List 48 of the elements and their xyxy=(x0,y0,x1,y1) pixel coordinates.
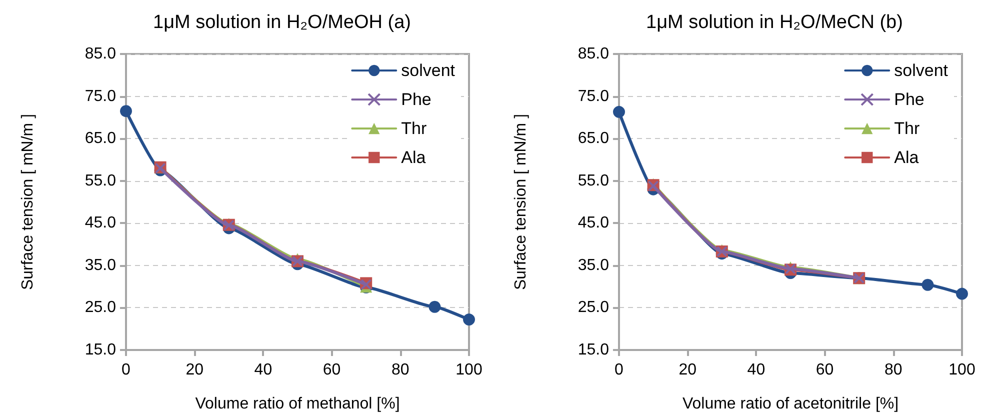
y-tick-label: 65.0 xyxy=(578,130,610,148)
x-tick-label: 60 xyxy=(816,362,834,378)
legend-label: Ala xyxy=(401,148,426,167)
y-tick-label: 45.0 xyxy=(84,214,116,232)
legend-label: Phe xyxy=(401,90,432,109)
y-tick-label: 65.0 xyxy=(84,130,116,148)
y-tick-label: 35.0 xyxy=(578,256,610,274)
point xyxy=(613,106,625,118)
point xyxy=(428,300,441,313)
y-tick-label: 25.0 xyxy=(578,299,610,316)
y-tick-label: 85.0 xyxy=(578,46,610,62)
legend-label: solvent xyxy=(401,61,456,80)
chart-title: 1μM solution in H₂O/MeOH (a) xyxy=(153,12,412,33)
x-axis-title: Volume ratio of acetonitrile [%] xyxy=(682,396,899,412)
x-tick-label: 100 xyxy=(456,362,482,378)
y-tick-label: 75.0 xyxy=(84,88,116,105)
y-tick-label: 25.0 xyxy=(84,299,116,316)
legend-label: Ala xyxy=(894,148,920,167)
x-tick-label: 0 xyxy=(614,362,624,378)
x-tick-label: 80 xyxy=(884,362,902,378)
x-tick-label: 40 xyxy=(254,362,272,378)
chart-title: 1μM solution in H₂O/MeCN (b) xyxy=(646,12,903,33)
y-tick-label: 55.0 xyxy=(84,172,116,190)
legend-label: solvent xyxy=(894,61,948,80)
point xyxy=(463,314,475,326)
y-tick-label: 75.0 xyxy=(578,88,610,105)
y-axis-title: Surface tension [ mN/m ] xyxy=(20,114,36,290)
y-tick-label: 85.0 xyxy=(84,46,116,62)
y-tick-label: 15.0 xyxy=(84,342,116,358)
x-tick-label: 20 xyxy=(186,362,204,378)
y-axis-title: Surface tension [ mN/m ] xyxy=(512,114,530,290)
legend-label: Phe xyxy=(894,90,924,109)
legend-label: Thr xyxy=(401,119,427,138)
x-tick-label: 80 xyxy=(392,362,410,378)
legend-label: Thr xyxy=(894,119,920,138)
y-tick-label: 55.0 xyxy=(578,172,610,190)
x-axis-title: Volume ratio of methanol [%] xyxy=(195,396,400,412)
point xyxy=(922,278,934,291)
x-tick-label: 40 xyxy=(747,362,766,378)
point xyxy=(120,105,132,118)
y-tick-label: 45.0 xyxy=(578,214,610,232)
x-tick-label: 0 xyxy=(122,362,131,378)
x-tick-label: 20 xyxy=(678,362,697,378)
y-tick-label: 35.0 xyxy=(84,256,116,274)
x-tick-label: 60 xyxy=(322,362,341,378)
x-tick-label: 100 xyxy=(948,362,976,378)
point xyxy=(956,288,968,300)
y-tick-label: 15.0 xyxy=(578,342,610,358)
